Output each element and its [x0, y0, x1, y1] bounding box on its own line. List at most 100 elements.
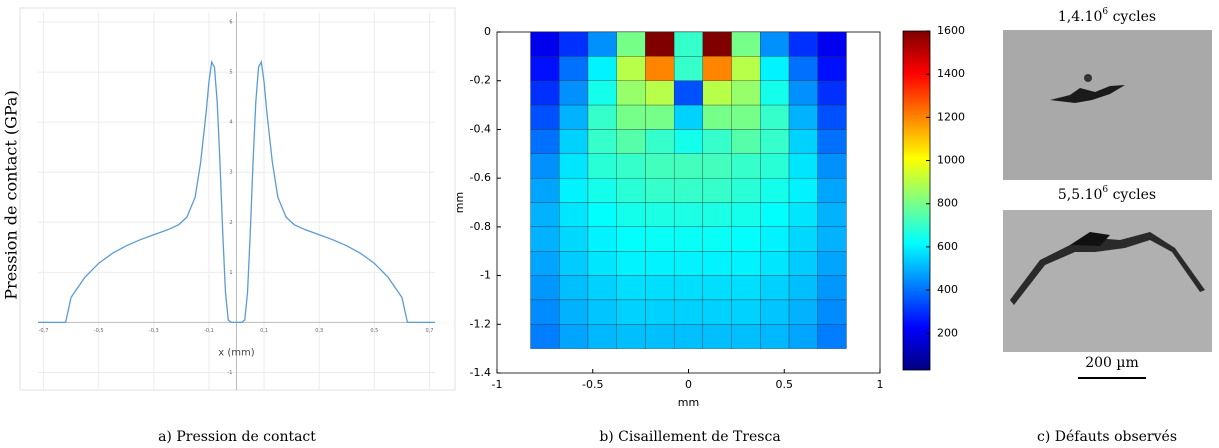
heat-cell: [530, 251, 560, 276]
panel-frame: [19, 7, 456, 391]
micrograph: [1003, 210, 1212, 352]
x-tick-label: 0.5: [776, 378, 794, 391]
heat-cell: [788, 80, 818, 106]
heat-cell: [530, 80, 560, 106]
heat-cell: [530, 202, 560, 228]
panel-c: 1,4.106 cycles 5,5.106 cycles 200 µm c) …: [1003, 7, 1212, 445]
heat-cell: [760, 104, 790, 130]
heat-cell: [530, 31, 560, 57]
heat-cell: [731, 226, 761, 252]
y-tick-label: 4: [229, 120, 232, 126]
heat-cell: [559, 56, 589, 81]
x-tick-label: -0,5: [94, 328, 104, 334]
x-tick-label: 0,1: [260, 328, 268, 334]
heat-cell: [760, 202, 790, 228]
heat-cell: [817, 275, 847, 301]
heat-cell: [817, 177, 847, 203]
crack: [1010, 232, 1205, 305]
heat-cell: [673, 104, 704, 130]
heat-cell: [788, 104, 818, 130]
heat-cell: [530, 226, 560, 252]
panel-a: -0,7 -0,5 -0,3 -0,1 0,1 0,3 0,5 0,7 -1 1 2 3 4 5 6 x (m…: [2, 12, 435, 445]
heat-cell: [702, 129, 732, 154]
colorbar-tick-label: 1200: [937, 110, 965, 123]
heat-cell: [760, 31, 790, 57]
heat-cell: [645, 226, 675, 252]
x-axis-label: x (mm): [218, 347, 254, 358]
y-axis-label: Pression de contact (GPa): [2, 90, 21, 299]
y-tick-label: 1: [229, 270, 232, 276]
colorbar-tick-label: 1400: [937, 67, 965, 80]
heat-cell: [587, 80, 617, 106]
heat-cell: [559, 202, 589, 228]
heat-cell: [731, 129, 761, 154]
crack: [1050, 85, 1125, 103]
heat-cell: [645, 275, 675, 301]
heat-cell: [731, 56, 761, 81]
heat-cell: [702, 202, 732, 228]
heat-cell: [702, 80, 732, 106]
heat-cell: [817, 324, 847, 349]
heat-cell: [817, 104, 847, 130]
heat-cell: [817, 31, 847, 57]
micrograph: [1003, 30, 1212, 180]
heat-cell: [788, 251, 818, 276]
heat-cell: [817, 226, 847, 252]
heat-cell: [817, 251, 847, 276]
heat-cell: [731, 299, 761, 325]
heat-cell: [731, 31, 761, 57]
y-tick-label: -0.6: [470, 171, 491, 184]
y-tick-label: -1: [480, 269, 491, 282]
heat-cell: [587, 153, 617, 179]
heat-cell: [673, 177, 704, 203]
heat-cell: [645, 80, 675, 106]
heat-cell: [616, 56, 646, 81]
heat-cell: [559, 104, 589, 130]
heat-cell: [673, 129, 704, 154]
heat-cell: [731, 275, 761, 301]
heat-cell: [673, 251, 704, 276]
data-line: [38, 60, 435, 324]
y-tick-label: -0.4: [470, 122, 491, 135]
heat-cell: [559, 226, 589, 252]
heat-cell: [702, 299, 732, 325]
y-axis-label: mm: [453, 192, 466, 213]
heat-cell: [616, 324, 646, 349]
heat-cell: [673, 226, 704, 252]
heat-cell: [645, 299, 675, 325]
heat-cell: [702, 251, 732, 276]
y-tick-label: 6: [229, 20, 232, 26]
heat-cell: [760, 299, 790, 325]
heat-cell: [817, 153, 847, 179]
heat-cell: [587, 324, 617, 349]
heat-cell: [788, 177, 818, 203]
heat-cell: [731, 251, 761, 276]
heat-cell: [760, 177, 790, 203]
scale-bar-label: 200 µm: [1085, 355, 1139, 371]
heat-cell: [673, 275, 704, 301]
heat-cell: [731, 177, 761, 203]
y-tick-label: -1: [228, 370, 233, 376]
heat-cell: [760, 80, 790, 106]
heat-cell: [645, 153, 675, 179]
heat-cell: [530, 153, 560, 179]
heat-cell: [559, 80, 589, 106]
heat-cell: [702, 226, 732, 252]
y-tick-label: -0.2: [470, 74, 491, 87]
heat-cell: [788, 324, 818, 349]
caption: b) Cisaillement de Tresca: [599, 429, 780, 445]
heat-cell: [731, 153, 761, 179]
x-tick-label: -0,1: [204, 328, 214, 334]
y-tick-label: 5: [229, 70, 232, 76]
heat-cell: [673, 202, 704, 228]
heat-cell: [616, 80, 646, 106]
crack: [1070, 232, 1110, 246]
heat-cell: [731, 324, 761, 349]
heat-cell: [788, 226, 818, 252]
heat-cell: [559, 324, 589, 349]
heat-cell: [702, 324, 732, 349]
heat-cell: [673, 299, 704, 325]
crack: [1084, 74, 1092, 82]
heat-cell: [559, 177, 589, 203]
